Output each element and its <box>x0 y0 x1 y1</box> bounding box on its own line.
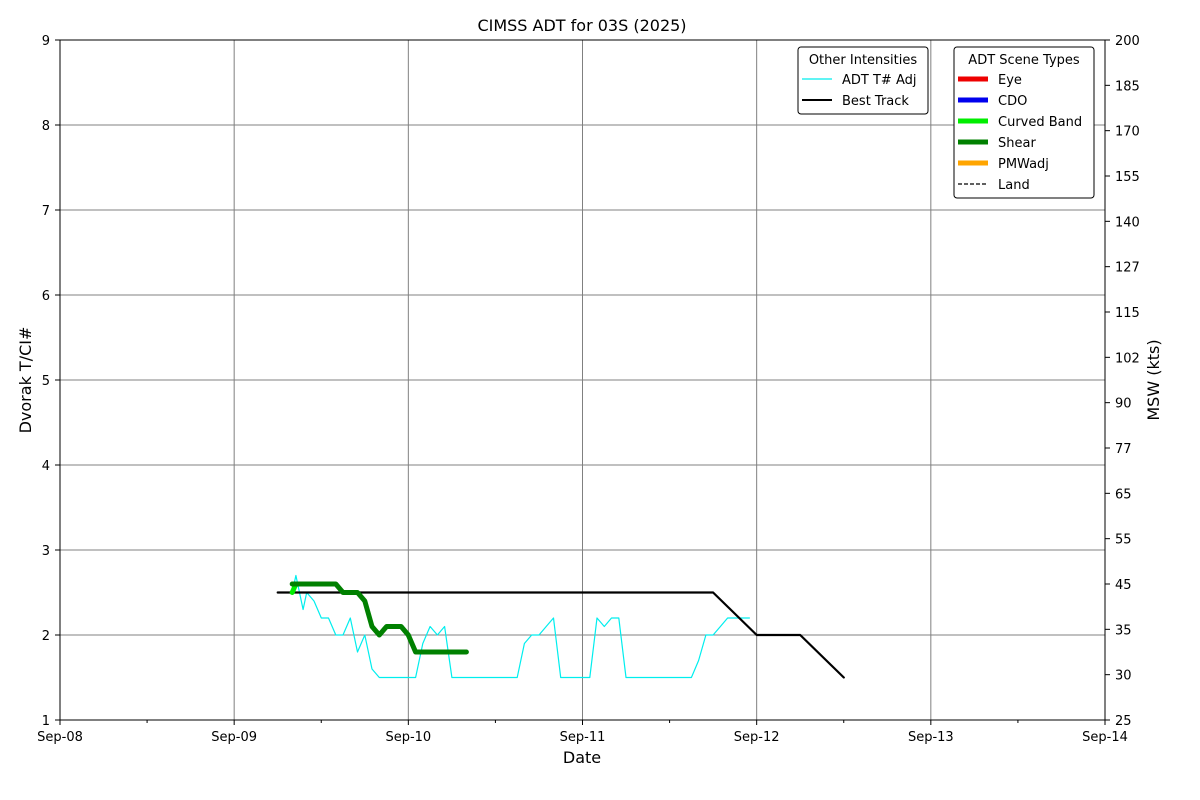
y2-tick-label: 55 <box>1115 533 1132 548</box>
y-tick-label: 2 <box>42 629 50 644</box>
y-tick-label: 5 <box>42 374 50 389</box>
y-tick-label: 4 <box>42 459 50 474</box>
grid <box>60 40 1105 720</box>
series-line-shear <box>289 581 469 655</box>
x-tick-label: Sep-08 <box>37 730 83 745</box>
y-tick-label: 6 <box>42 289 50 304</box>
y2-tick-label: 127 <box>1115 261 1140 276</box>
legend-label: Shear <box>998 136 1036 151</box>
y2-tick-label: 185 <box>1115 79 1140 94</box>
y2-tick-label: 170 <box>1115 125 1140 140</box>
y-tick-label: 1 <box>42 714 50 729</box>
legend-label: ADT T# Adj <box>842 73 916 88</box>
y2-tick-label: 65 <box>1115 487 1132 502</box>
legend-title: Other Intensities <box>809 53 918 68</box>
y2-tick-label: 25 <box>1115 714 1132 729</box>
chart-title: CIMSS ADT for 03S (2025) <box>477 16 686 35</box>
ticks-layer: Sep-08 Sep-09 Sep-10 Sep-11 Sep-12 Sep-13 Sep-… <box>37 34 1140 745</box>
y-tick-label: 3 <box>42 544 50 559</box>
legend-label: Curved Band <box>998 115 1082 130</box>
legend-label: Land <box>998 178 1030 193</box>
legend-label: Best Track <box>842 94 909 109</box>
y2-tick-label: 90 <box>1115 397 1132 412</box>
legends-layer: Other Intensities ADT T# Adj Best Track ADT… <box>797 46 1095 199</box>
y2-tick-label: 45 <box>1115 578 1132 593</box>
x-tick-label: Sep-13 <box>908 730 954 745</box>
y2-tick-label: 140 <box>1115 215 1140 230</box>
x-tick-label: Sep-14 <box>1082 730 1128 745</box>
y2-tick-label: 77 <box>1115 442 1132 457</box>
y2-tick-label: 115 <box>1115 306 1140 321</box>
series-layer <box>276 574 845 679</box>
y2-tick-label: 35 <box>1115 623 1132 638</box>
y2-tick-label: 102 <box>1115 351 1140 366</box>
legend-label: PMWadj <box>998 157 1049 172</box>
y-axis-label: Dvorak T/CI# <box>16 327 35 434</box>
x-tick-label: Sep-12 <box>734 730 780 745</box>
x-tick-label: Sep-10 <box>385 730 431 745</box>
y-tick-label: 9 <box>42 34 50 49</box>
legend-label: CDO <box>998 94 1027 109</box>
y2-tick-label: 155 <box>1115 170 1140 185</box>
x-axis-label: Date <box>563 748 601 767</box>
x-tick-label: Sep-11 <box>560 730 606 745</box>
legend-box <box>797 46 929 115</box>
legend-label: Eye <box>998 73 1022 88</box>
y-tick-label: 7 <box>42 204 50 219</box>
y2-tick-label: 30 <box>1115 669 1132 684</box>
legend-title: ADT Scene Types <box>968 53 1080 68</box>
x-tick-label: Sep-09 <box>211 730 257 745</box>
y2-axis-label: MSW (kts) <box>1144 339 1163 420</box>
series-line-adt-t-adj <box>291 574 751 679</box>
legend-box <box>953 46 1095 199</box>
y2-tick-label: 200 <box>1115 34 1140 49</box>
series-line-best-track <box>276 591 845 679</box>
y-tick-label: 8 <box>42 119 50 134</box>
